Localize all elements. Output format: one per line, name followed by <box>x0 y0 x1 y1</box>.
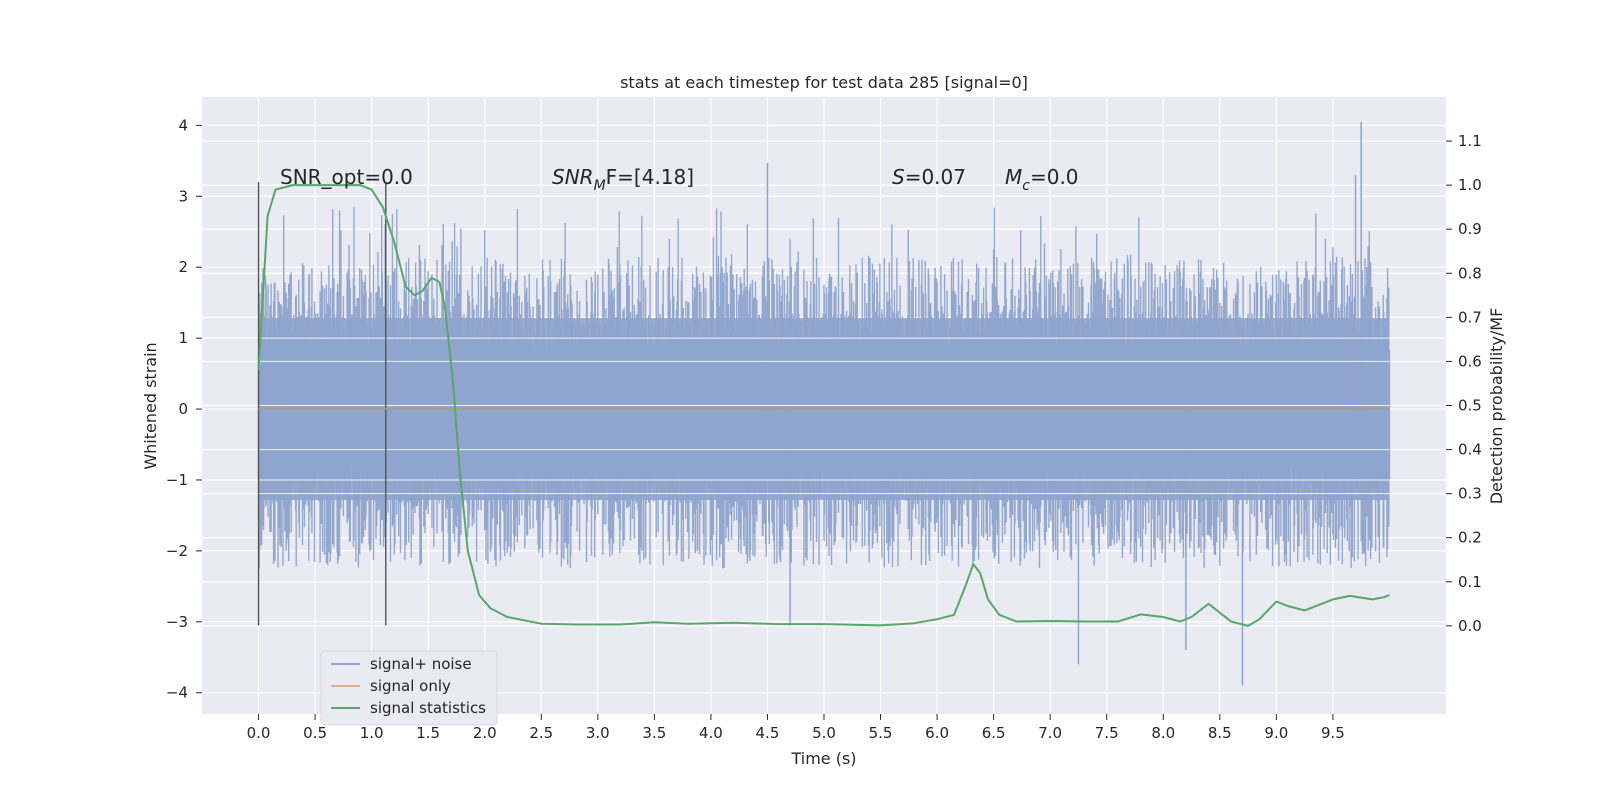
y2-tick-label: 0.4 <box>1458 441 1482 459</box>
x-axis-label: Time (s) <box>790 749 856 768</box>
y2-tick-label: 1.1 <box>1458 132 1482 150</box>
annotation-mc-rest: =0.0 <box>1030 165 1079 189</box>
x-tick-label: 3.0 <box>586 724 610 742</box>
annotation-s-main: S <box>892 165 905 189</box>
annotation-snr-mf-main: SNR <box>552 165 594 189</box>
annotation-snr-mf-sub: M <box>594 178 606 194</box>
legend-label-signal-noise: signal+ noise <box>370 655 472 673</box>
y-tick-label: 0 <box>178 400 188 418</box>
axis-ticks: 0.0 0.5 1.0 1.5 2.0 2.5 3.0 3.5 4.0 4.5 5.0 5.5 6.0 6… <box>166 116 1482 742</box>
x-tick-label: 3.5 <box>642 724 666 742</box>
annotation-snr-opt: SNR_opt=0.0 <box>280 165 413 189</box>
annotation-s-rest: =0.07 <box>905 165 966 189</box>
y-tick-label: 1 <box>178 329 188 347</box>
x-tick-label: 9.0 <box>1264 724 1288 742</box>
vertical-markers <box>257 182 387 626</box>
series-signal-statistics <box>257 184 1390 627</box>
x-tick-label: 2.5 <box>529 724 553 742</box>
x-tick-label: 5.5 <box>869 724 893 742</box>
signal-statistics-line <box>257 184 1390 627</box>
legend: signal+ noise signal only signal statist… <box>320 650 498 726</box>
x-tick-label: 1.5 <box>416 724 440 742</box>
y-axis-label: Whitened strain <box>141 342 160 469</box>
x-tick-label: 5.0 <box>812 724 836 742</box>
y2-tick-label: 0.5 <box>1458 397 1482 415</box>
legend-box <box>320 650 498 726</box>
y-tick-label: 4 <box>178 116 188 134</box>
annotation-snr-mf-rest: F=[4.18] <box>606 165 694 189</box>
annotation-snr-mf: SNRMF=[4.18] <box>552 165 694 194</box>
y2-axis-label: Detection probability/MF <box>1487 308 1506 505</box>
y2-tick-label: 0.8 <box>1458 264 1482 282</box>
x-tick-label: 8.5 <box>1208 724 1232 742</box>
annotation-mc-main: M <box>1005 165 1022 189</box>
y2-tick-label: 0.6 <box>1458 352 1482 370</box>
y-tick-label: −1 <box>166 471 188 489</box>
legend-label-signal-only: signal only <box>370 677 451 695</box>
x-tick-label: 8.0 <box>1151 724 1175 742</box>
x-tick-label: 1.0 <box>360 724 384 742</box>
x-tick-label: 6.0 <box>925 724 949 742</box>
x-tick-label: 7.5 <box>1095 724 1119 742</box>
annotation-mc: Mc=0.0 <box>1005 165 1079 194</box>
y2-tick-label: 0.9 <box>1458 220 1482 238</box>
y2-tick-label: 1.0 <box>1458 176 1482 194</box>
x-tick-label: 0.0 <box>247 724 271 742</box>
x-tick-label: 6.5 <box>982 724 1006 742</box>
y-tick-label: 2 <box>178 258 188 276</box>
x-tick-label: 4.5 <box>756 724 780 742</box>
x-tick-label: 9.5 <box>1321 724 1345 742</box>
legend-label-signal-statistics: signal statistics <box>370 699 486 717</box>
x-tick-label: 2.0 <box>473 724 497 742</box>
chart-title: stats at each timestep for test data 285… <box>620 73 1028 92</box>
x-tick-label: 7.0 <box>1038 724 1062 742</box>
x-tick-label: 0.5 <box>303 724 327 742</box>
y2-tick-label: 0.7 <box>1458 308 1482 326</box>
y-tick-label: −4 <box>166 684 188 702</box>
y2-tick-label: 0.0 <box>1458 617 1482 635</box>
annotation-s: S=0.07 <box>892 165 966 189</box>
annotation-mc-sub: c <box>1022 178 1030 194</box>
y-tick-label: −3 <box>166 613 188 631</box>
y-tick-label: 3 <box>178 187 188 205</box>
y2-tick-label: 0.2 <box>1458 529 1482 547</box>
y-tick-label: −2 <box>166 542 188 560</box>
y2-tick-label: 0.3 <box>1458 485 1482 503</box>
y2-tick-label: 0.1 <box>1458 573 1482 591</box>
x-tick-label: 4.0 <box>699 724 723 742</box>
